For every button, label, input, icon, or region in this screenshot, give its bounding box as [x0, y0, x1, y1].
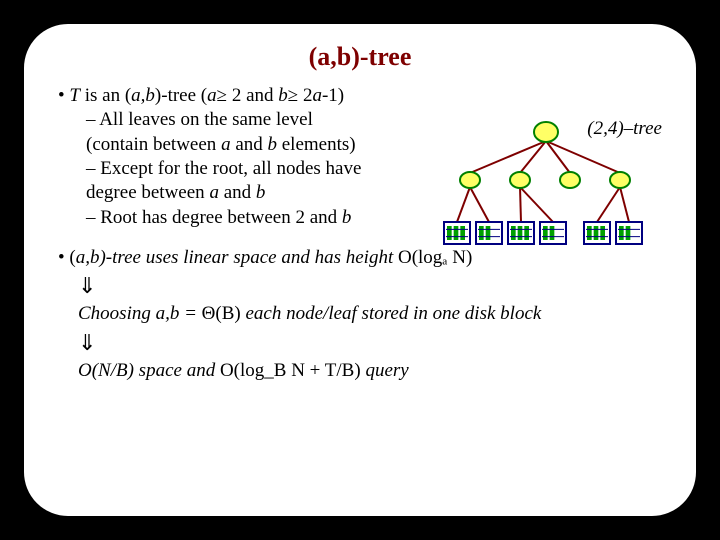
- b1s2b-a: a: [209, 182, 219, 203]
- b4-pre: O(N/B) space and: [78, 360, 220, 381]
- b1s1b-b: b: [268, 134, 278, 155]
- b3-end: each node/leaf stored in one disk block: [241, 303, 542, 324]
- bullet-1: • T is an (a,b)-tree (a≥ 2 and b≥ 2a-1): [58, 84, 662, 108]
- implies-arrow-1: ⇓: [78, 272, 662, 300]
- b1-a2: a: [207, 85, 217, 106]
- b3-pre: Choosing a,b =: [78, 303, 202, 324]
- b1-mid: is an (: [80, 85, 131, 106]
- b4-mid: O(log_B N + T/B): [220, 360, 361, 381]
- b1s2b-mid: and: [219, 182, 256, 203]
- b1s3-b: b: [342, 207, 352, 228]
- b1-ge2: ≥ 2: [288, 85, 313, 106]
- b1s2b-b: b: [256, 182, 266, 203]
- bullet-3: Choosing a,b = Θ(B) each node/leaf store…: [78, 302, 662, 326]
- b1s1b-mid: and: [231, 134, 268, 155]
- bullet-4: O(N/B) space and O(log_B N + T/B) query: [78, 359, 662, 383]
- b2-mid: )-tree uses linear space and has height: [99, 247, 398, 268]
- b4-end: query: [361, 360, 409, 381]
- b1-ab: a,b: [131, 85, 155, 106]
- b3-theta: Θ(B): [202, 303, 241, 324]
- implies-arrow-2: ⇓: [78, 329, 662, 357]
- b1s2b-pre: degree between: [86, 182, 209, 203]
- b1s1b-a: a: [221, 134, 231, 155]
- b1-ge1: ≥ 2 and: [217, 85, 279, 106]
- b2-pre: • (: [58, 247, 76, 268]
- b1-a3: a: [312, 85, 322, 106]
- tree-svg: [426, 114, 666, 264]
- slide-frame: (a,b)-tree • T is an (a,b)-tree (a≥ 2 an…: [20, 20, 700, 520]
- b2-ab: a,b: [76, 247, 100, 268]
- tree-diagram: (2,4)–tree: [426, 114, 666, 264]
- slide-title: (a,b)-tree: [58, 42, 662, 72]
- b1-pre: •: [58, 85, 69, 106]
- b1s1b-pre: (contain between: [86, 134, 221, 155]
- b1s1b-end: elements): [277, 134, 356, 155]
- b1-b: b: [278, 85, 288, 106]
- b1-end: -1): [322, 85, 344, 106]
- b1-mid2: )-tree (: [155, 85, 207, 106]
- b1s3-pre: – Root has degree between 2 and: [86, 207, 342, 228]
- b1-T: T: [69, 85, 80, 106]
